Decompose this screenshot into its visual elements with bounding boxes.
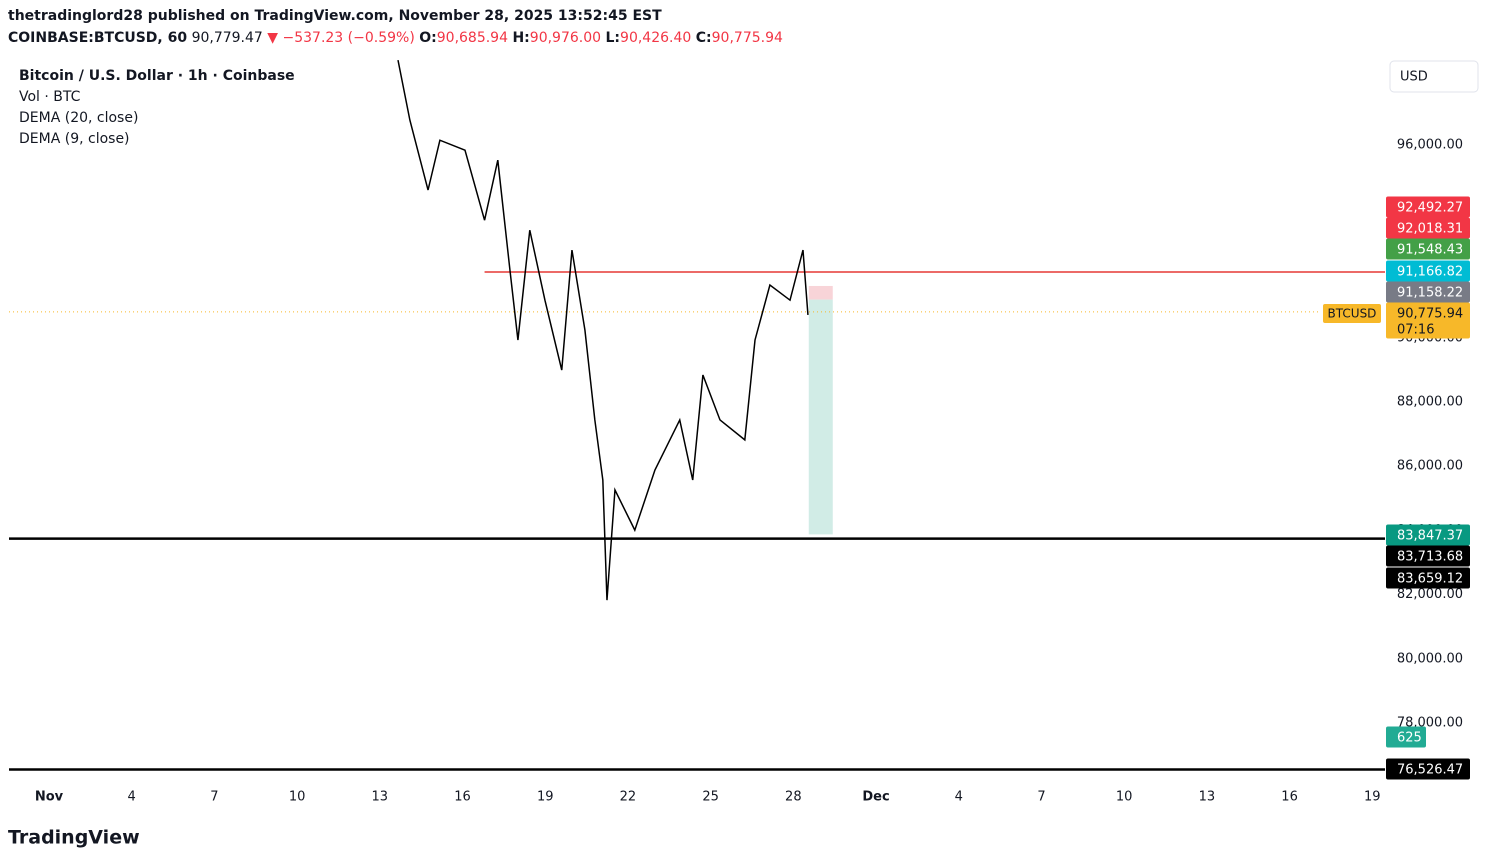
y-tick-label: 80,000.00 — [1397, 651, 1463, 666]
x-tick-label: 7 — [1037, 790, 1045, 805]
x-tick-label: 4 — [128, 790, 136, 805]
price-badge — [1386, 281, 1470, 303]
symbol-tag-bg — [1323, 304, 1381, 323]
price-badge — [1386, 524, 1470, 546]
y-tick-label: 96,000.00 — [1397, 138, 1463, 153]
price-badge-label: 83,659.12 — [1397, 572, 1463, 587]
x-tick-label: 10 — [1116, 790, 1133, 805]
x-tick-label: 4 — [955, 790, 963, 805]
legend-item: Vol · BTC — [19, 89, 81, 105]
currency-button[interactable] — [1389, 60, 1479, 93]
y-tick-label: 86,000.00 — [1397, 459, 1463, 474]
x-tick-label: 7 — [210, 790, 218, 805]
currency[interactable]: USD — [1400, 70, 1428, 85]
x-tick-label: 13 — [1199, 790, 1216, 805]
target-zone — [808, 299, 833, 535]
x-tick-label: Nov — [35, 790, 64, 805]
x-tick-label: Dec — [862, 790, 889, 805]
stop-zone — [808, 285, 833, 300]
price-badge-label: 76,526.47 — [1397, 763, 1463, 778]
price-badge — [1386, 545, 1470, 567]
ohlc: COINBASE:BTCUSD, 60 90,779.47 ▼ −537.23 … — [8, 30, 783, 46]
price-badge — [1386, 238, 1470, 260]
price-badge — [1386, 260, 1470, 282]
price-badge-label: 91,548.43 — [1397, 243, 1463, 258]
x-tick-label: 19 — [1364, 790, 1381, 805]
y-tick-label: 88,000.00 — [1397, 395, 1463, 410]
symbol-tag: BTCUSD — [1328, 307, 1377, 321]
x-tick-label: 19 — [537, 790, 554, 805]
price-badge-label: 83,847.37 — [1397, 529, 1463, 544]
price-badge — [1386, 302, 1470, 339]
price-badge — [1386, 196, 1470, 218]
x-tick-label: 28 — [785, 790, 802, 805]
price-badge-label: 83,713.68 — [1397, 550, 1463, 565]
x-tick-label: 22 — [620, 790, 637, 805]
legend-item: DEMA (20, close) — [19, 110, 138, 126]
price-badge — [1386, 758, 1470, 780]
x-tick-label: 13 — [372, 790, 389, 805]
legend-item: DEMA (9, close) — [19, 131, 130, 147]
price-line — [397, 59, 809, 601]
price-badge — [1386, 567, 1470, 589]
x-tick-label: 25 — [702, 790, 719, 805]
legend-item: Bitcoin / U.S. Dollar · 1h · Coinbase — [19, 68, 295, 84]
brand: TradingView — [8, 827, 140, 849]
author: thetradinglord28 published on TradingVie… — [8, 8, 662, 24]
price-badge-label: 91,166.82 — [1397, 265, 1463, 280]
price-badge-label: 91,158.22 — [1397, 286, 1463, 301]
price-badge-label: 92,492.27 — [1397, 201, 1463, 216]
x-tick-label: 10 — [289, 790, 306, 805]
price-badge — [1386, 217, 1470, 239]
y-tick-label: 82,000.00 — [1397, 587, 1463, 602]
price-badge-label: 92,018.31 — [1397, 222, 1463, 237]
price-badge — [1386, 726, 1426, 748]
price-badge-label: 90,775.94 — [1397, 307, 1463, 322]
x-tick-label: 16 — [454, 790, 471, 805]
x-tick-label: 16 — [1281, 790, 1298, 805]
price-badge-label: 625 — [1397, 731, 1422, 746]
countdown: 07:16 — [1397, 323, 1434, 338]
